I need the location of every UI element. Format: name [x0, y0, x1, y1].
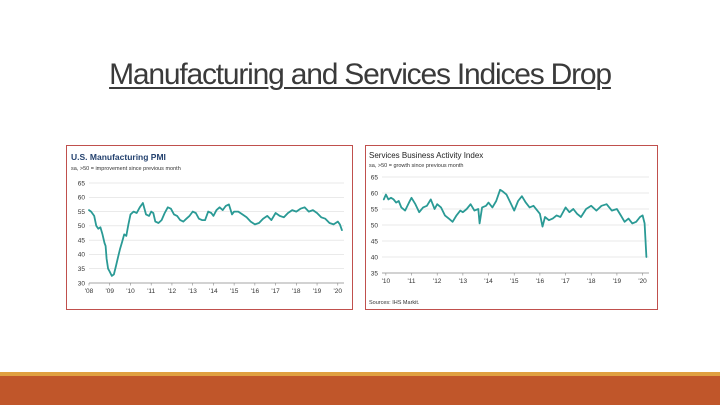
slide-title: Manufacturing and Services Indices Drop	[109, 58, 612, 91]
services-x-tick-label: '19	[613, 278, 622, 285]
footer-band	[0, 376, 720, 405]
pmi-x-tick-label: '18	[292, 288, 301, 295]
pmi-x-tick-label: '08	[85, 288, 94, 295]
services-x-tick-label: '10	[382, 278, 391, 285]
manufacturing-pmi-chart: U.S. Manufacturing PMI sa, >50 = improve…	[71, 152, 344, 295]
pmi-x-tick-label: '12	[168, 288, 177, 295]
services-series-line	[382, 188, 648, 258]
pmi-series-line	[88, 202, 343, 277]
services-y-tick-label: 60	[371, 190, 379, 197]
services-chart-source: Sources: IHS Markit.	[369, 300, 420, 306]
services-y-tick-label: 50	[371, 222, 379, 229]
pmi-y-tick-label: 35	[78, 266, 86, 273]
pmi-x-tick-label: '16	[251, 288, 260, 295]
services-activity-chart: Services Business Activity Index sa, >50…	[369, 151, 649, 306]
pmi-x-tick-label: '13	[188, 288, 197, 295]
services-y-tick-label: 40	[371, 254, 379, 261]
pmi-x-tick-label: '09	[105, 288, 114, 295]
services-chart-title: Services Business Activity Index	[369, 151, 483, 160]
services-activity-panel: Services Business Activity Index sa, >50…	[365, 145, 658, 310]
pmi-y-tick-label: 45	[78, 237, 86, 244]
pmi-y-tick-label: 40	[78, 252, 86, 259]
services-y-tick-label: 65	[371, 174, 379, 181]
pmi-x-tick-label: '17	[271, 288, 280, 295]
services-x-tick-label: '18	[587, 278, 596, 285]
services-x-tick-label: '14	[484, 278, 493, 285]
services-x-tick-label: '20	[638, 278, 647, 285]
services-y-tick-label: 35	[371, 270, 379, 277]
pmi-x-tick-label: '15	[230, 288, 239, 295]
pmi-x-tick-label: '20	[334, 288, 343, 295]
services-x-tick-label: '15	[510, 278, 519, 285]
pmi-x-tick-label: '14	[209, 288, 218, 295]
pmi-chart-title: U.S. Manufacturing PMI	[71, 152, 166, 162]
footer-accent-stripe	[0, 372, 720, 376]
pmi-y-tick-label: 30	[78, 280, 86, 287]
pmi-chart-subtitle: sa, >50 = improvement since previous mon…	[71, 166, 181, 172]
services-x-tick-label: '13	[459, 278, 468, 285]
services-x-tick-label: '16	[536, 278, 545, 285]
services-x-tick-label: '11	[408, 278, 416, 285]
manufacturing-pmi-panel: U.S. Manufacturing PMI sa, >50 = improve…	[66, 145, 353, 310]
services-y-tick-label: 45	[371, 238, 379, 245]
pmi-x-tick-label: '10	[126, 288, 135, 295]
services-x-tick-label: '17	[561, 278, 570, 285]
services-y-tick-label: 55	[371, 206, 379, 213]
pmi-y-tick-label: 50	[78, 223, 86, 230]
pmi-y-tick-label: 55	[78, 209, 86, 216]
services-x-tick-label: '12	[433, 278, 442, 285]
pmi-y-tick-label: 65	[78, 180, 86, 187]
services-chart-subtitle: sa, >50 = growth since previous month	[369, 163, 463, 169]
pmi-x-tick-label: '19	[313, 288, 322, 295]
pmi-y-tick-label: 60	[78, 195, 86, 202]
pmi-x-tick-label: '11	[147, 288, 155, 295]
